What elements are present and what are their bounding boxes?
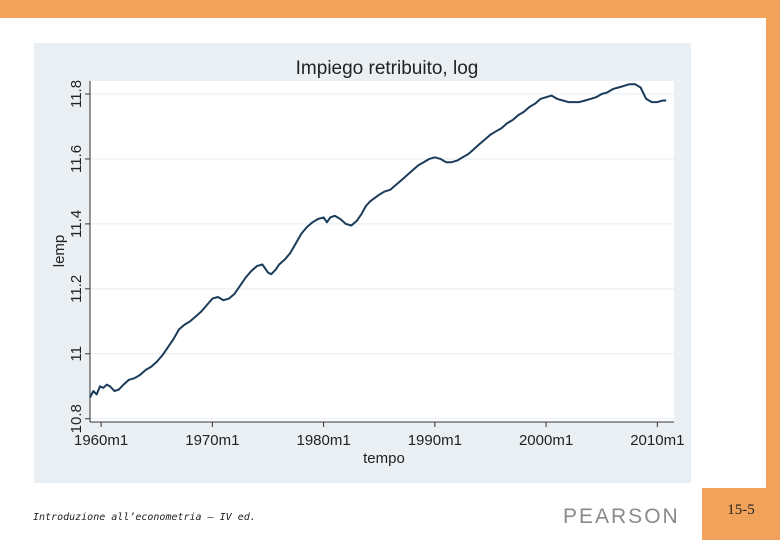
x-tick-label: 1990m1 — [408, 432, 462, 449]
y-tick-label: 11.4 — [68, 210, 85, 238]
plot-area — [90, 81, 674, 422]
x-axis-label: tempo — [363, 450, 405, 467]
page-number: 15-5 — [702, 488, 780, 540]
gridlines — [90, 93, 674, 420]
x-tick-label: 2000m1 — [519, 432, 573, 449]
x-tick-label: 1970m1 — [185, 432, 239, 449]
line-chart: Impiego retribuito, log 10.8 11 11.2 11.4 11… — [51, 58, 684, 467]
axes — [85, 81, 674, 427]
x-tick-label: 1980m1 — [296, 432, 350, 449]
footer-text: Introduzione all’econometria – IV ed. — [33, 512, 256, 523]
y-tick-label: 10.8 — [68, 404, 85, 433]
series-group — [89, 83, 667, 399]
chart-frame: Impiego retribuito, log 10.8 11 11.2 11.4 11… — [34, 43, 691, 483]
x-tick-label: 2010m1 — [630, 432, 684, 449]
top-accent-bar — [0, 0, 780, 18]
tick-labels: 10.8 11 11.2 11.4 11.6 11.8 1960m1 1970m1 1980m1… — [68, 80, 684, 449]
x-tick-label: 1960m1 — [74, 432, 128, 449]
y-tick-label: 11.8 — [68, 80, 85, 108]
y-axis-label: lemp — [51, 235, 68, 268]
y-tick-label: 11 — [68, 346, 85, 362]
chart-title: Impiego retribuito, log — [296, 58, 479, 79]
publisher-logo: PEARSON — [563, 505, 680, 528]
series-line — [89, 83, 667, 399]
y-tick-label: 11.6 — [68, 145, 85, 173]
right-accent-bar — [766, 18, 780, 490]
y-tick-label: 11.2 — [68, 275, 85, 303]
